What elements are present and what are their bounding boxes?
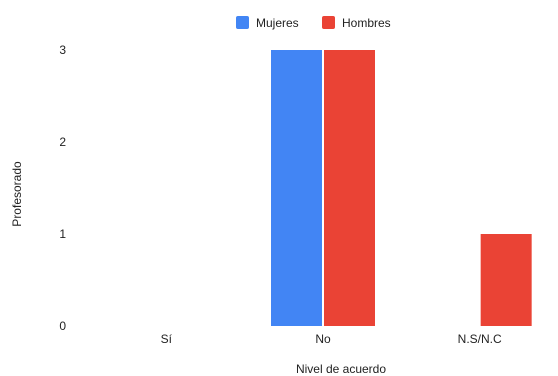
y-tick-label: 3 [59,43,66,57]
x-tick-label: No [315,332,331,346]
legend-swatch-hombres [322,16,335,29]
x-tick-label: N.S/N.C [458,332,502,346]
legend: Mujeres Hombres [236,16,391,30]
legend-swatch-mujeres [236,16,249,29]
bars [271,50,532,326]
bar-hombres-2 [480,234,532,326]
y-tick-label: 1 [59,227,66,241]
y-tick-label: 0 [59,319,66,333]
bar-mujeres-1 [271,50,322,326]
legend-label-mujeres: Mujeres [256,16,299,30]
y-tick-label: 2 [59,135,66,149]
y-axis-title: Profesorado [10,161,24,227]
x-axis-title: Nivel de acuerdo [296,362,386,376]
bar-hombres-1 [324,50,375,326]
x-tick-label: Sí [161,332,173,346]
x-axis-ticks: Sí No N.S/N.C [161,332,502,346]
legend-label-hombres: Hombres [342,16,391,30]
y-axis-ticks: 0 1 2 3 [59,43,66,333]
